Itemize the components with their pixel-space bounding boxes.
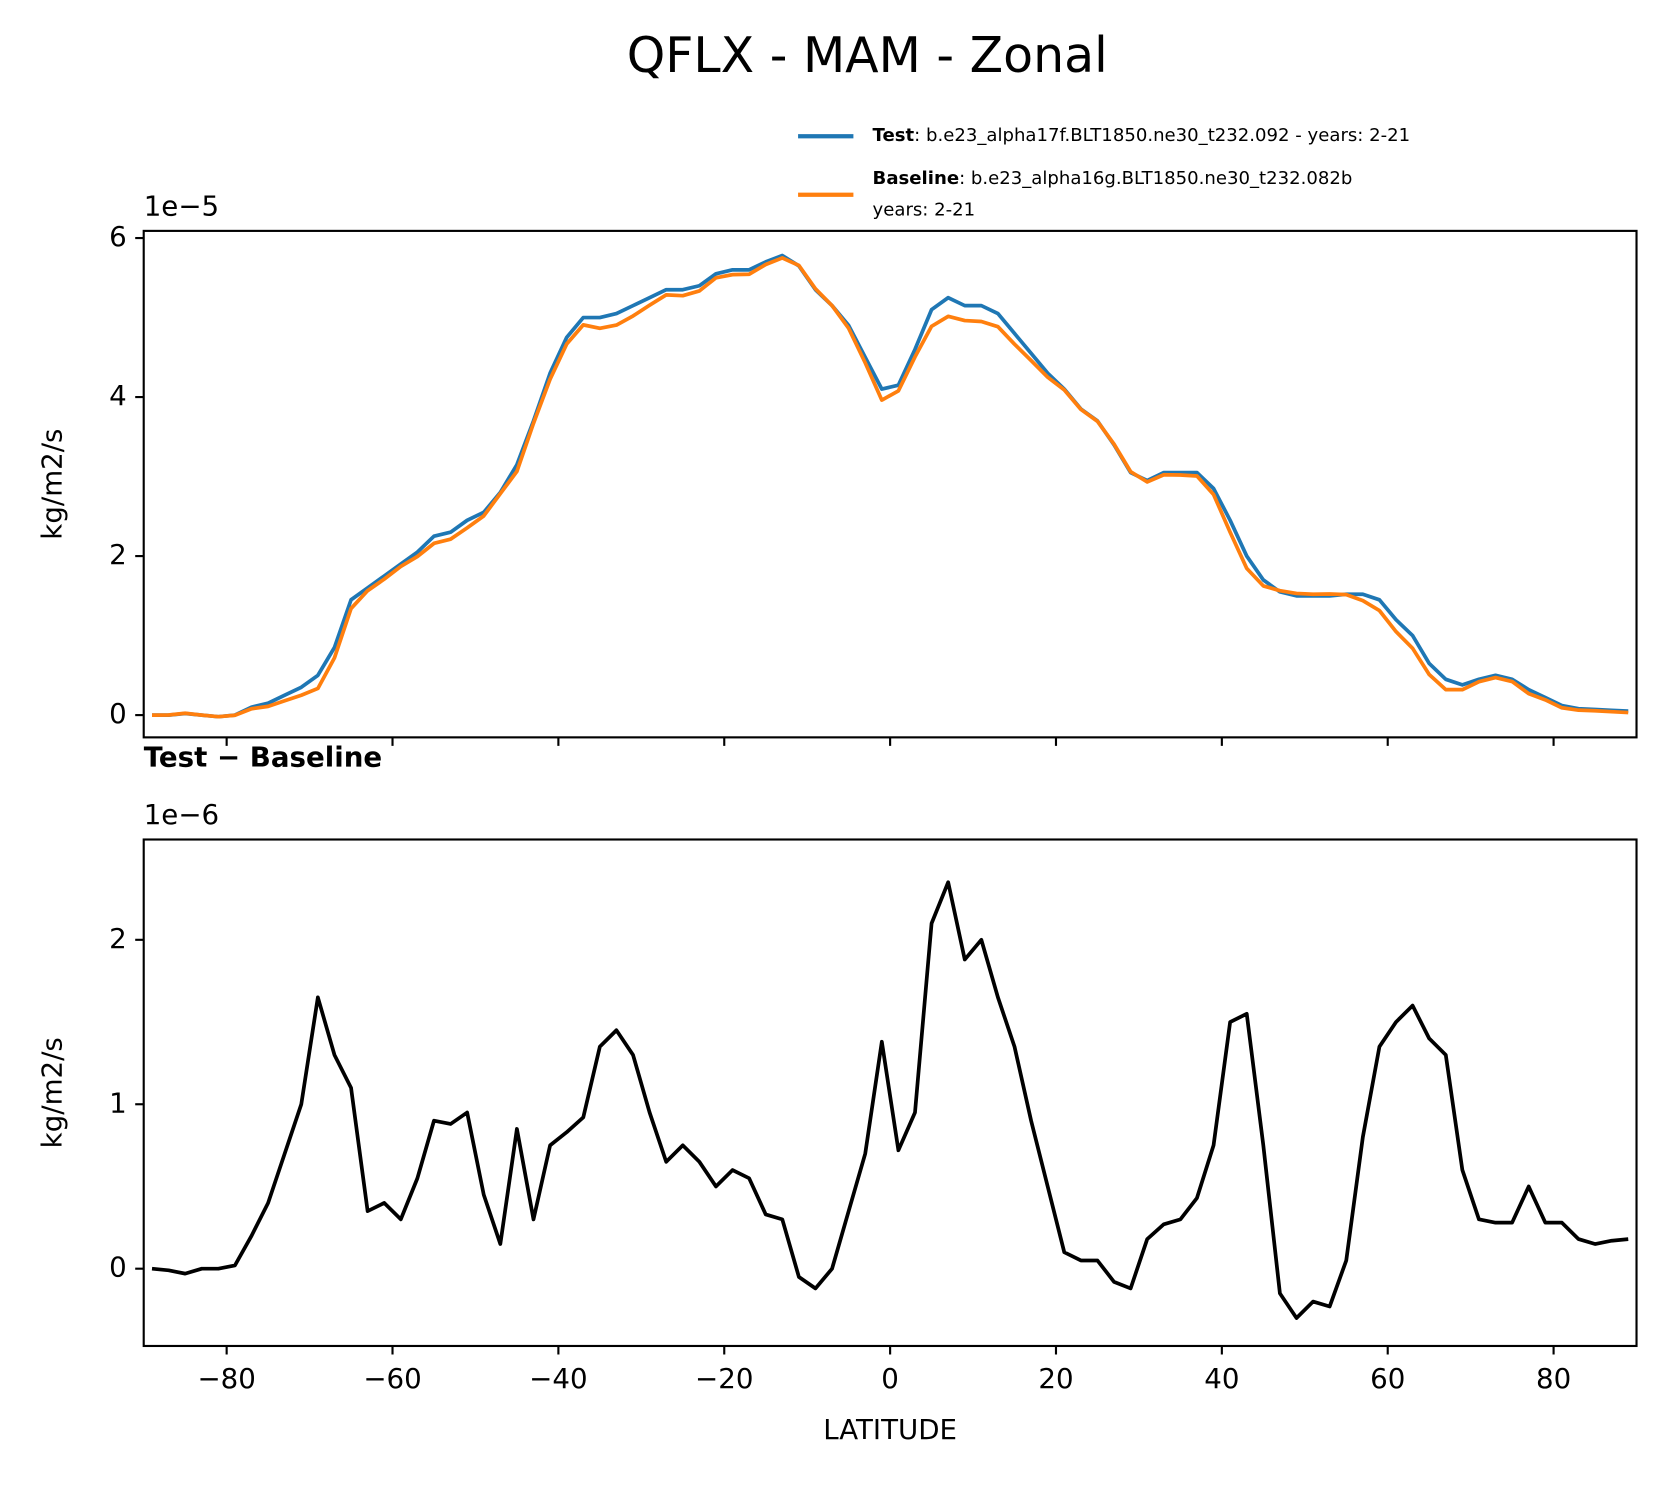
legend-text: : b.e23_alpha16g.BLT1850.ne30_t232.082b (959, 168, 1352, 189)
y-tick-label: 2 (109, 922, 127, 955)
x-tick-label: −80 (197, 1362, 255, 1395)
y-axis-label: kg/m2/s (35, 429, 68, 540)
x-axis-label: LATITUDE (823, 1413, 957, 1446)
x-tick-label: −40 (529, 1362, 587, 1395)
data-line (152, 253, 1629, 719)
offset-label: 1e−5 (144, 189, 219, 222)
y-tick-label: 0 (109, 697, 127, 730)
x-tick-label: 20 (1038, 1362, 1073, 1395)
axes-frame (142, 229, 1638, 739)
x-tick-label: 40 (1204, 1362, 1239, 1395)
legend-entry: Test: b.e23_alpha17f.BLT1850.ne30_t232.0… (873, 125, 1411, 146)
x-tick-label: −20 (695, 1362, 753, 1395)
data-line (151, 256, 1629, 719)
legend-name: Test (873, 125, 915, 146)
y-tick-label: 2 (109, 538, 127, 571)
y-tick-label: 1 (109, 1086, 127, 1119)
legend-text: : b.e23_alpha17f.BLT1850.ne30_t232.092 -… (914, 125, 1410, 146)
figure-title: QFLX - MAM - Zonal (627, 27, 1108, 84)
legend-entry: Baseline: b.e23_alpha16g.BLT1850.ne30_t2… (873, 168, 1353, 189)
y-axis-label: kg/m2/s (35, 1037, 68, 1148)
y-tick-label: 4 (109, 379, 127, 412)
y-tick-label: 6 (109, 220, 127, 253)
y-tick-label: 0 (109, 1251, 127, 1284)
x-tick-label: −60 (363, 1362, 421, 1395)
data-line (151, 880, 1629, 1320)
x-tick-label: 60 (1370, 1362, 1405, 1395)
legend-name: Baseline (873, 168, 960, 189)
axes-frame (142, 838, 1638, 1348)
offset-label: 1e−6 (144, 798, 219, 831)
legend-text: years: 2-21 (873, 200, 976, 221)
x-tick-label: 80 (1536, 1362, 1571, 1395)
x-tick-label: 0 (881, 1362, 899, 1395)
axes-title: Test − Baseline (144, 741, 382, 774)
